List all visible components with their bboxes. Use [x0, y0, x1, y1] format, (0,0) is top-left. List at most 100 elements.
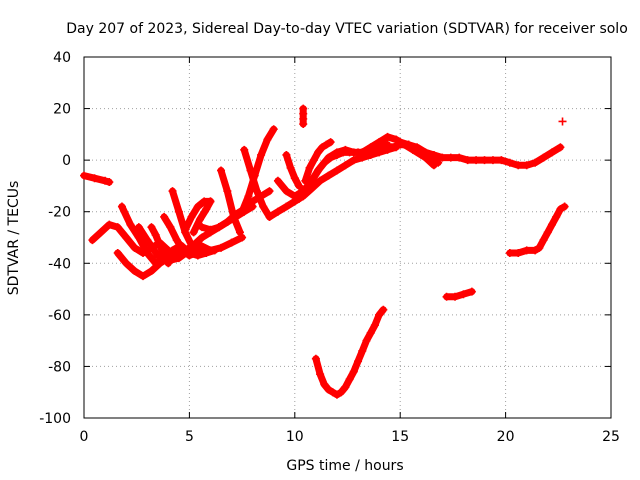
data-point	[172, 236, 181, 245]
data-point	[366, 328, 375, 337]
data-point	[88, 236, 97, 245]
data-point	[282, 202, 291, 211]
data-point	[332, 150, 341, 159]
data-point	[349, 367, 358, 376]
data-point	[463, 156, 472, 165]
data-point	[438, 153, 447, 162]
x-tick-label: 20	[497, 429, 515, 445]
data-point	[309, 156, 318, 165]
data-point	[316, 176, 325, 185]
data-point	[318, 143, 327, 152]
data-point	[214, 223, 223, 232]
data-point	[316, 370, 325, 379]
data-point	[187, 241, 196, 250]
y-tick-label: -60	[48, 308, 71, 324]
data-point	[105, 178, 114, 187]
data-point	[552, 212, 561, 221]
data-point	[80, 171, 88, 180]
data-point	[514, 248, 523, 257]
data-point	[290, 174, 299, 183]
data-point	[257, 150, 266, 159]
data-point	[446, 153, 455, 162]
data-point	[206, 197, 215, 206]
data-point	[206, 225, 215, 234]
x-tick-label: 5	[185, 429, 194, 445]
data-point	[560, 202, 569, 211]
data-point	[387, 143, 396, 152]
data-point	[217, 166, 226, 175]
data-point	[143, 248, 152, 257]
data-point	[130, 267, 139, 276]
series-12-trace	[217, 167, 244, 236]
data-point	[313, 166, 322, 175]
data-point	[235, 228, 244, 237]
data-point	[134, 223, 143, 232]
data-point	[429, 150, 438, 159]
data-point	[324, 385, 333, 394]
data-point	[531, 158, 540, 167]
data-point	[282, 150, 291, 159]
data-point	[429, 161, 438, 170]
data-point	[105, 220, 114, 229]
data-point	[139, 272, 148, 281]
data-point	[295, 194, 304, 203]
data-point	[269, 125, 278, 134]
data-point	[324, 171, 333, 180]
y-tick-label: 40	[53, 50, 71, 66]
data-markers	[80, 104, 569, 399]
data-point	[345, 148, 354, 157]
data-point	[198, 223, 207, 232]
y-tick-label: 0	[62, 153, 71, 169]
data-point	[90, 174, 99, 183]
data-point	[259, 202, 268, 211]
data-point	[535, 243, 544, 252]
data-point	[164, 259, 173, 268]
series-24	[442, 287, 476, 301]
series-14-trace	[238, 125, 278, 216]
data-point	[362, 336, 371, 345]
data-point	[345, 375, 354, 384]
data-point	[547, 148, 556, 157]
series-17	[282, 150, 304, 190]
axis-ticks: 0 5 10 15 20 25 -100 -80 -60 -40 -20 0 20 40	[39, 50, 620, 445]
data-point	[147, 223, 156, 232]
data-point	[305, 163, 314, 172]
data-point	[320, 158, 329, 167]
data-point	[379, 145, 388, 154]
data-point	[198, 233, 207, 242]
data-point	[404, 140, 413, 149]
series-21	[396, 138, 438, 170]
data-point	[206, 246, 215, 255]
data-point	[467, 287, 476, 296]
data-point	[96, 228, 105, 237]
data-point	[122, 259, 131, 268]
series-22	[299, 104, 308, 129]
data-point	[370, 148, 379, 157]
data-point	[349, 156, 358, 165]
data-point	[248, 202, 257, 211]
data-point	[117, 202, 126, 211]
series-12	[217, 166, 244, 237]
data-point	[514, 161, 523, 170]
data-point	[122, 233, 131, 242]
series-25	[505, 202, 569, 257]
data-point	[202, 205, 211, 214]
data-point	[375, 138, 384, 147]
series-9	[181, 197, 215, 234]
data-point	[472, 156, 481, 165]
data-point	[522, 161, 531, 170]
chart-title: Day 207 of 2023, Sidereal Day-to-day VTE…	[66, 21, 628, 37]
data-point	[539, 236, 548, 245]
data-point	[451, 292, 460, 301]
series-17-trace	[282, 151, 303, 190]
grid-lines	[84, 57, 611, 418]
data-point	[322, 140, 331, 149]
data-point	[155, 241, 164, 250]
plot-frame	[83, 56, 612, 419]
data-point	[531, 246, 540, 255]
data-point	[301, 187, 310, 196]
data-point	[505, 158, 514, 167]
data-point	[227, 238, 236, 247]
series-24-trace	[443, 288, 476, 301]
y-tick-label: -40	[48, 256, 71, 272]
